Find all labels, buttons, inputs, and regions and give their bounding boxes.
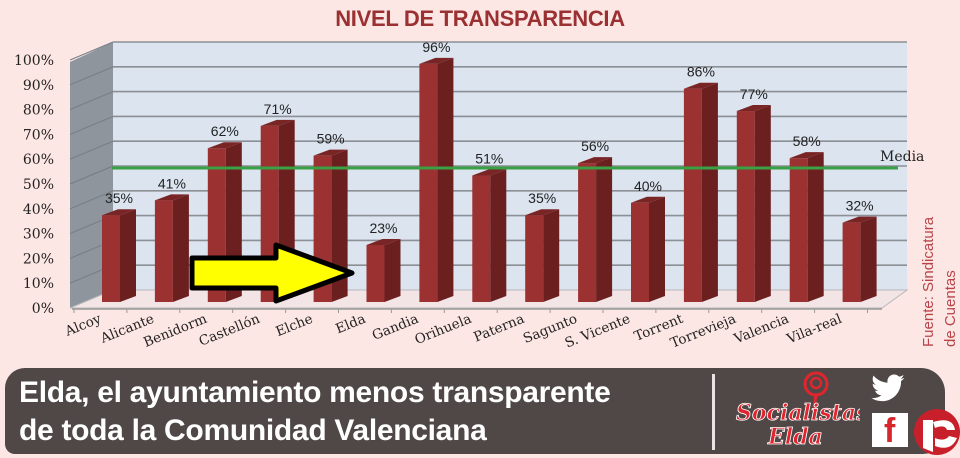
bar-vilareal (842, 216, 877, 302)
y-tick-label: 0% (32, 301, 54, 317)
gridlines (69, 41, 907, 284)
value-label: 40% (634, 178, 662, 194)
bar-valencia (789, 152, 824, 302)
x-tick-label: Elche (273, 311, 315, 340)
y-tick-label: 100% (14, 53, 54, 69)
value-label: 32% (846, 198, 874, 214)
facebook-icon[interactable]: f (872, 413, 908, 448)
value-label: 77% (740, 86, 768, 102)
value-label: 23% (369, 220, 397, 236)
brand-circle-icon[interactable] (913, 408, 960, 456)
rose-icon (803, 371, 829, 397)
bar-orihuela (472, 169, 507, 302)
bar-paterna (525, 209, 560, 302)
y-tick-label: 70% (23, 127, 54, 143)
value-label: 59% (317, 131, 345, 147)
bar-torrevieja (736, 105, 771, 302)
logo-text-2: Elda (767, 424, 823, 450)
value-label: 35% (528, 190, 556, 206)
x-tick-label: Orihuela (413, 311, 474, 348)
bar-chart: 0%10%20%30%40%50%60%70%80%90%100% Media … (14, 39, 959, 352)
value-label: 58% (793, 133, 821, 149)
value-labels: 35% 41% 62% 71% 59% 23% 96% 51% 35% 56% 40% 86% 77% 5… (105, 39, 874, 236)
chart-title: NIVEL DE TRANSPARENCIA (335, 6, 625, 31)
source-line-1: Fuente: Sindicatura (920, 216, 937, 347)
value-label: 86% (687, 64, 715, 80)
y-tick-label: 90% (23, 78, 54, 94)
headline-banner: Elda, el ayuntamiento menos transparente… (5, 368, 960, 455)
headline-line-2: de toda la Comunidad Valenciana (19, 414, 487, 447)
media-label: Media (880, 149, 924, 165)
x-tick-label: Paterna (471, 311, 526, 346)
x-tick-label: Valencia (731, 311, 791, 348)
y-tick-label: 20% (23, 251, 54, 267)
bar-sagunto (578, 157, 613, 302)
x-tick-label: Castellón (197, 311, 263, 350)
twitter-icon[interactable] (870, 374, 906, 404)
x-tick-label: Elda (333, 311, 368, 337)
value-label: 96% (422, 39, 450, 55)
bar-alicante (154, 194, 189, 302)
x-tick-label: Vila-real (784, 311, 844, 348)
y-tick-label: 60% (23, 152, 54, 168)
value-label: 56% (581, 138, 609, 154)
y-tick-label: 40% (23, 202, 54, 218)
headline-line-1: Elda, el ayuntamiento menos transparente (19, 376, 611, 409)
arrow-icon (189, 242, 355, 304)
value-label: 71% (264, 101, 292, 117)
source-line-2: de Cuentas (942, 270, 959, 347)
x-tick-label: Alcoy (62, 311, 104, 340)
value-label: 51% (475, 151, 503, 167)
bar-elda (366, 238, 401, 302)
x-tick-marks (73, 309, 868, 313)
bar-svicente (631, 196, 665, 302)
y-tick-label: 10% (23, 276, 54, 292)
y-tick-label: 30% (23, 227, 54, 243)
bar-alcoy (102, 209, 136, 302)
y-tick-label: 50% (23, 177, 54, 193)
socialistas-elda-logo: Socialistas Elda (736, 371, 860, 450)
bar-gandia (419, 57, 454, 302)
value-label: 41% (158, 175, 186, 191)
y-tick-label: 80% (23, 103, 54, 119)
value-label: 35% (105, 190, 133, 206)
bars (102, 57, 877, 302)
headline-text: Elda, el ayuntamiento menos transparente… (19, 374, 611, 450)
value-label: 62% (211, 123, 239, 139)
logo-text-1: Socialistas (736, 400, 860, 426)
y-axis-labels: 0% 10% 20% 30% 40% 50% 60% 70% 80% 90% 100% (14, 53, 54, 317)
bar-torrent (683, 82, 718, 302)
banner-divider (712, 374, 715, 450)
x-tick-label: Gandia (370, 311, 421, 344)
